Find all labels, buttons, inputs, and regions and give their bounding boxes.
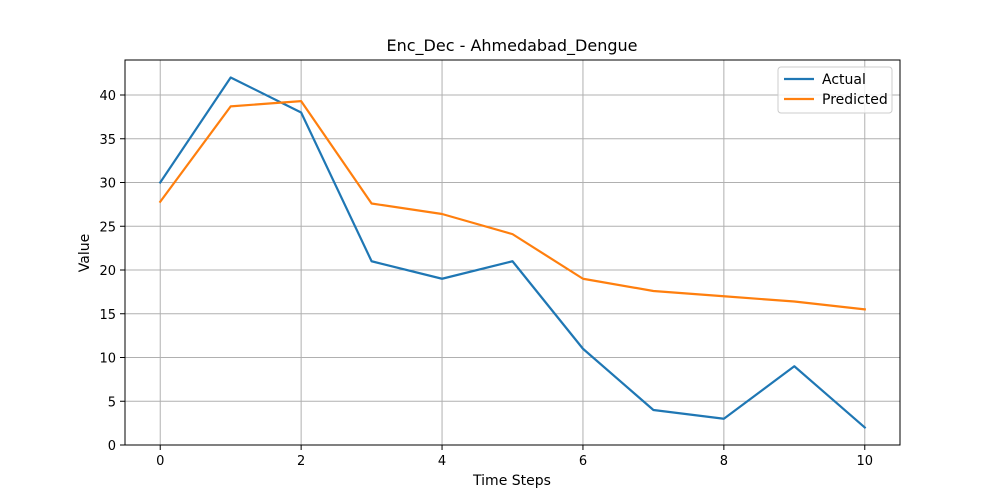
x-tick-label: 6 [579, 454, 587, 469]
x-tick-label: 8 [720, 454, 728, 469]
x-tick-label: 2 [297, 454, 305, 469]
y-tick-label: 30 [99, 177, 116, 192]
plot-frame [124, 59, 901, 446]
x-tick-label: 10 [856, 454, 873, 469]
x-axis-label: Time Steps [472, 473, 551, 489]
y-tick-label: 15 [99, 308, 116, 323]
legend: Actual Predicted [777, 66, 893, 114]
chart-title: Enc_Dec - Ahmedabad_Dengue [387, 36, 638, 56]
series-group [158, 76, 867, 430]
y-tick-label: 40 [99, 89, 116, 104]
y-tick-label: 35 [99, 133, 116, 148]
y-tick-label: 10 [99, 352, 116, 367]
y-tick-label: 25 [99, 220, 116, 235]
legend-label-predicted: Predicted [822, 92, 888, 108]
x-tick-label: 0 [156, 454, 164, 469]
grid [125, 60, 900, 446]
legend-label-actual: Actual [822, 72, 866, 88]
y-tick-label: 20 [99, 264, 116, 279]
y-tick-label: 5 [108, 395, 116, 410]
y-tick-label: 0 [108, 439, 116, 454]
series-line-actual [158, 76, 867, 430]
x-tick-label: 4 [438, 454, 446, 469]
series-line-predicted [158, 100, 866, 311]
axis-ticks: 0 2 4 6 8 10 0 5 10 15 20 25 30 35 40 [99, 89, 873, 469]
y-axis-label: Value [77, 234, 93, 272]
